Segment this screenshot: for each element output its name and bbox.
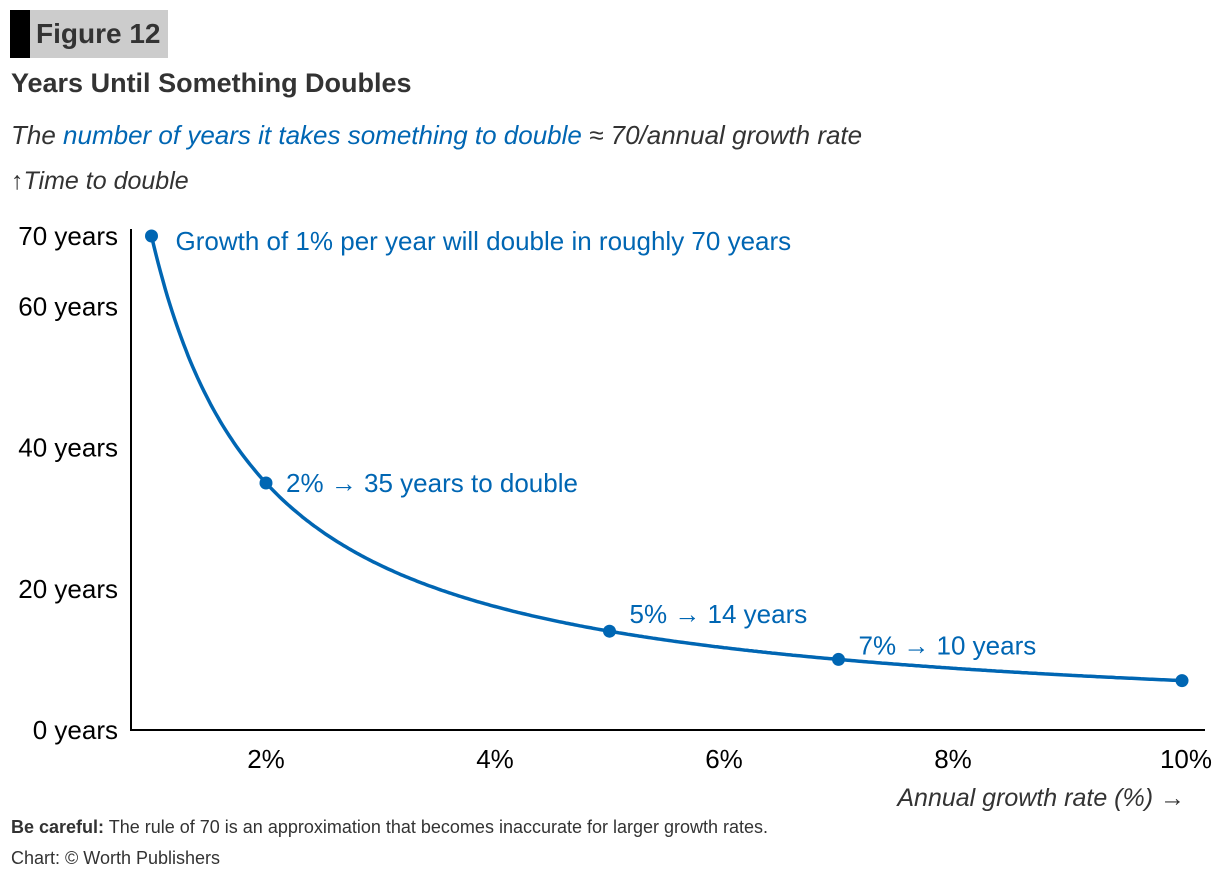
data-point — [1175, 674, 1189, 688]
data-point — [603, 624, 616, 638]
doubling-curve — [149, 235, 1183, 683]
x-tick-label: 2% — [247, 744, 285, 774]
subtitle-highlight: number of years it takes something to do… — [63, 120, 582, 150]
data-point — [259, 476, 273, 490]
footer-note: Be careful: The rule of 70 is an approxi… — [11, 817, 768, 838]
figure-label-text: Figure 12 — [36, 18, 161, 49]
data-point — [832, 652, 845, 666]
y-tick-label: 70 years — [18, 221, 118, 251]
data-point-label: 7% → 10 years — [859, 630, 1037, 660]
note-bold: Be careful: — [11, 817, 105, 837]
x-axis-label: Annual growth rate (%) → — [895, 784, 1185, 812]
note-text: The rule of 70 is an approximation that … — [104, 817, 769, 837]
x-tick-label: 6% — [705, 744, 743, 774]
chart-title: Years Until Something Doubles — [11, 68, 412, 98]
subtitle-post: ≈ 70/annual growth rate — [581, 120, 863, 150]
figure-label-bar — [10, 10, 30, 58]
x-tick-label: 10% — [1160, 744, 1212, 774]
x-tick-label: 4% — [476, 744, 514, 774]
figure-label: Figure 12 — [10, 10, 169, 58]
x-tick-label: 8% — [934, 744, 972, 774]
data-point-label: Growth of 1% per year will double in rou… — [176, 226, 792, 256]
y-tick-label: 20 years — [18, 574, 118, 604]
y-tick-label: 0 years — [33, 715, 118, 745]
y-tick-label: 40 years — [18, 433, 118, 463]
y-tick-label: 60 years — [18, 292, 118, 322]
source-credit: Chart: © Worth Publishers — [11, 848, 221, 868]
data-point-label: 5% → 14 years — [630, 599, 808, 629]
chart-subtitle: The number of years it takes something t… — [11, 120, 862, 151]
subtitle-pre: The — [11, 120, 64, 150]
data-point-label: 2% → 35 years to double — [286, 468, 578, 498]
data-point — [145, 229, 158, 243]
y-axis-label: ↑Time to double — [11, 167, 189, 195]
